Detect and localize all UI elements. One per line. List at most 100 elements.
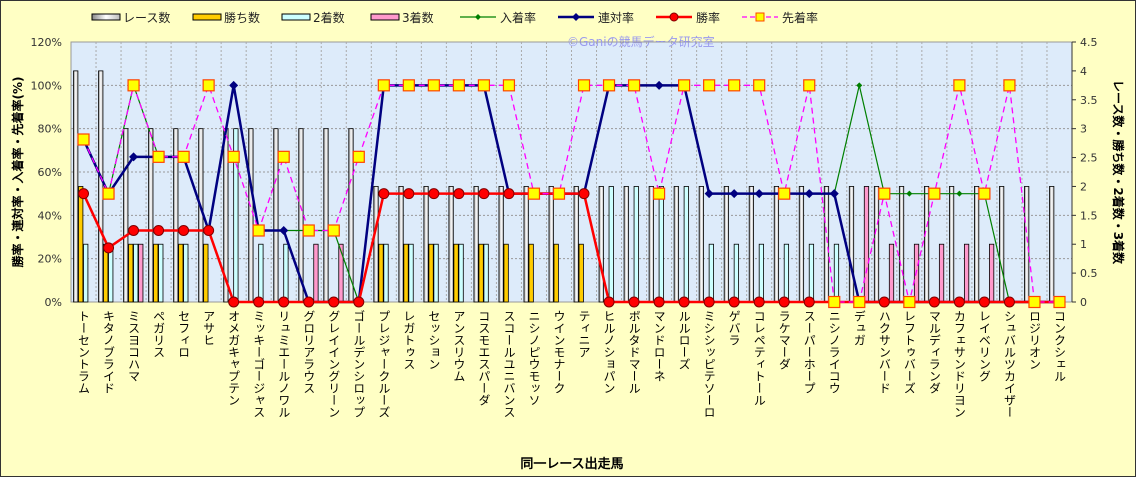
- point-finish-ahead-rate: [728, 79, 741, 92]
- y-tick-label-right: 2.5: [1080, 152, 1098, 165]
- x-tick-label: ボルタドマール: [627, 310, 641, 394]
- bar-races: [1049, 186, 1055, 303]
- y-tick-label-right: 1.5: [1080, 209, 1098, 222]
- bar-second: [408, 243, 414, 303]
- legend-marker: [755, 12, 765, 22]
- bar-races: [723, 186, 729, 303]
- point-finish-ahead-rate: [127, 79, 140, 92]
- y-axis-title-right: レース数・勝ち数・2着数・3着数: [1111, 80, 1126, 265]
- y-axis-title-left: 勝率・連対率・入着率・先着率(%): [10, 77, 25, 268]
- point-finish-ahead-rate: [678, 79, 691, 92]
- point-quinella-rate: [754, 189, 764, 199]
- bar-second: [683, 186, 689, 303]
- point-finish-ahead-rate: [327, 224, 340, 237]
- point-quinella-rate: [804, 189, 814, 199]
- bar-second: [383, 243, 389, 303]
- point-win-rate: [403, 188, 415, 200]
- y-tick-label-left: 0%: [45, 296, 62, 309]
- point-win-rate: [78, 188, 90, 200]
- bar-second: [633, 186, 639, 303]
- bar-races: [999, 186, 1005, 303]
- bar-races: [673, 186, 679, 303]
- bar-third: [338, 243, 344, 303]
- x-tick-label: ルルローズ: [677, 310, 691, 370]
- point-quinella-rate: [654, 80, 664, 90]
- point-win-rate: [128, 225, 140, 236]
- bar-second: [808, 243, 815, 303]
- legend-label: 3着数: [402, 10, 434, 25]
- legend-swatch: [281, 13, 311, 21]
- point-finish-ahead-rate: [152, 150, 165, 163]
- bar-races: [473, 186, 479, 303]
- x-tick-label: グロリアラウス: [302, 310, 316, 394]
- point-win-rate: [978, 296, 990, 308]
- y-tick-label-left: 60%: [38, 166, 62, 179]
- x-tick-label: コンクシェル: [1052, 310, 1066, 382]
- y-tick-label-left: 40%: [38, 209, 62, 222]
- bar-races: [273, 128, 279, 303]
- x-tick-labels: トーセントラム キタノブライド ミスヨコハマ ペガリス セフィロ アサヒ オメガキャプテンミ…: [77, 309, 1067, 418]
- legend-marker: [572, 13, 580, 21]
- bar-races: [498, 186, 504, 303]
- bar-wins: [528, 243, 534, 303]
- bar-races: [923, 186, 930, 303]
- bar-second: [158, 243, 164, 303]
- bar-races: [698, 186, 704, 303]
- bar-second: [133, 243, 139, 303]
- bar-third: [863, 186, 870, 303]
- bar-races: [523, 186, 529, 303]
- y-tick-label-left: 80%: [38, 123, 62, 136]
- bar-races: [623, 186, 629, 303]
- bar-races: [448, 186, 454, 303]
- point-win-rate: [228, 296, 240, 308]
- y-tick-label-right: 2: [1080, 180, 1087, 193]
- bar-second: [783, 243, 790, 303]
- point-win-rate: [378, 188, 390, 200]
- legend-marker: [475, 14, 481, 20]
- bar-wins: [153, 243, 159, 303]
- point-finish-ahead-rate: [227, 150, 240, 163]
- point-win-rate: [1003, 296, 1015, 308]
- bar-second: [608, 186, 614, 303]
- x-tick-label: セッション: [427, 310, 441, 370]
- x-tick-label: セフィロ: [177, 310, 191, 358]
- x-tick-label: デュガ: [852, 310, 866, 346]
- point-finish-ahead-rate: [252, 224, 265, 237]
- point-win-rate: [453, 188, 465, 200]
- point-finish-ahead-rate: [177, 150, 190, 163]
- point-finish-ahead-rate: [1028, 295, 1041, 309]
- x-tick-label: ロジリオン: [1027, 310, 1041, 370]
- y-tick-label-right: 4: [1080, 65, 1087, 78]
- point-finish-ahead-rate: [1003, 79, 1016, 92]
- line-win-rate: [82, 192, 1060, 304]
- x-tick-label: アサヒ: [202, 310, 216, 346]
- legend-label: 勝率: [696, 10, 720, 25]
- point-finish-ahead-rate: [77, 133, 90, 146]
- bar-second: [658, 186, 664, 303]
- bar-races: [848, 186, 855, 303]
- point-quinella-rate: [829, 189, 839, 199]
- point-finish-ahead-rate: [978, 187, 991, 200]
- point-finish-ahead-rate: [703, 79, 716, 92]
- legend: レース数 勝ち数 2着数 3着数 入着率 連対率 勝率 先着率: [91, 10, 818, 25]
- point-finish-ahead-rate: [102, 187, 115, 200]
- bar-races: [98, 70, 104, 303]
- bar-second: [83, 243, 89, 303]
- y-tick-label-right: 3: [1080, 123, 1087, 136]
- bar-races: [823, 186, 830, 303]
- x-tick-label: カフェサンドリヨン: [952, 310, 966, 418]
- point-place-rate: [856, 82, 863, 89]
- point-win-rate: [803, 296, 815, 308]
- legend-label: 入着率: [500, 10, 536, 25]
- bar-third: [138, 243, 144, 303]
- bar-races: [773, 186, 780, 303]
- point-finish-ahead-rate: [477, 79, 491, 92]
- bar-third: [938, 243, 945, 303]
- x-tick-label: マンドローネ: [652, 310, 666, 382]
- bar-wins: [128, 243, 134, 303]
- bar-third: [888, 243, 895, 303]
- point-finish-ahead-rate: [1053, 295, 1066, 309]
- x-tick-label: グレイイングリーン: [327, 310, 341, 418]
- x-tick-label: ゴールデンシロップ: [352, 309, 366, 418]
